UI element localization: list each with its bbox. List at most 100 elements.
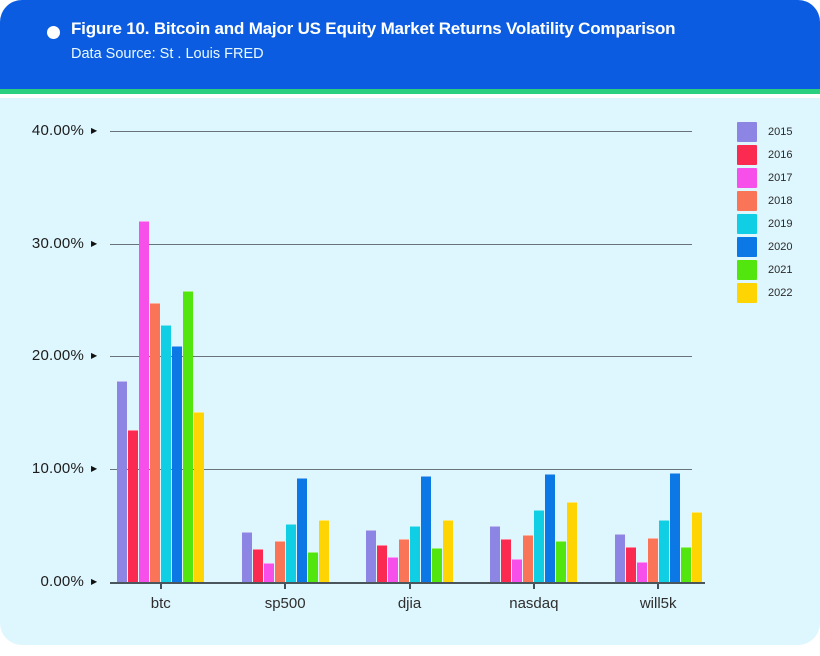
accent-divider bbox=[0, 89, 820, 94]
bar-btc-2019 bbox=[161, 324, 172, 582]
bar-will5k-2016 bbox=[625, 547, 636, 582]
bar-btc-2017 bbox=[139, 221, 150, 582]
legend-swatch-2018 bbox=[737, 191, 757, 211]
y-tick-label-40: 40.00% bbox=[31, 121, 84, 139]
category-tick-btc bbox=[159, 584, 162, 589]
legend-label-2021: 2021 bbox=[768, 264, 793, 276]
legend-label-2020: 2020 bbox=[768, 241, 793, 253]
bar-djia-2017 bbox=[388, 557, 398, 582]
bar-btc-2022 bbox=[194, 411, 205, 582]
y-tick-label-0: 0.00% bbox=[40, 573, 84, 590]
category-tick-djia bbox=[408, 584, 411, 589]
y-tick-arrow-icon: ▶ bbox=[91, 125, 98, 135]
bar-btc-2020 bbox=[172, 346, 183, 582]
legend-swatch-2015 bbox=[737, 122, 757, 142]
category-tick-will5k bbox=[657, 584, 660, 589]
legend-label-2016: 2016 bbox=[768, 149, 793, 161]
y-tick-arrow-icon: ▶ bbox=[91, 238, 98, 248]
category-tick-nasdaq bbox=[532, 584, 535, 589]
legend-item-2022: 2022 bbox=[737, 283, 792, 303]
figure-header: Figure 10. Bitcoin and Major US Equity M… bbox=[0, 0, 820, 89]
bar-btc-2015 bbox=[117, 381, 128, 582]
bar-will5k-2017 bbox=[636, 561, 647, 582]
gridline-30 bbox=[110, 243, 692, 245]
legend-swatch-2016 bbox=[737, 145, 757, 165]
data-source-subtitle: Data Source: St . Louis FRED bbox=[71, 46, 264, 62]
bar-will5k-2022 bbox=[691, 512, 702, 582]
bar-nasdaq-2021 bbox=[556, 541, 567, 582]
bar-group-nasdaq bbox=[490, 473, 578, 582]
gridline-10 bbox=[110, 469, 692, 471]
bar-group-btc bbox=[117, 221, 205, 582]
bar-nasdaq-2017 bbox=[512, 559, 523, 582]
y-tick-arrow-icon: ▶ bbox=[91, 577, 98, 586]
category-label-will5k: will5k bbox=[639, 595, 677, 612]
bar-nasdaq-2020 bbox=[545, 473, 556, 582]
bar-djia-2020 bbox=[421, 475, 431, 582]
bar-will5k-2021 bbox=[680, 547, 691, 582]
bar-sp500-2019 bbox=[285, 524, 296, 582]
bar-djia-2016 bbox=[377, 544, 387, 582]
figure-title: Figure 10. Bitcoin and Major US Equity M… bbox=[71, 19, 676, 38]
bar-sp500-2016 bbox=[252, 549, 263, 582]
legend-item-2020: 2020 bbox=[737, 237, 792, 257]
bar-will5k-2019 bbox=[658, 519, 669, 582]
category-label-nasdaq: nasdaq bbox=[509, 595, 559, 612]
legend-swatch-2022 bbox=[737, 283, 757, 303]
legend-label-2018: 2018 bbox=[768, 195, 793, 207]
legend-item-2018: 2018 bbox=[737, 191, 792, 211]
legend-item-2021: 2021 bbox=[737, 260, 792, 280]
bar-djia-2019 bbox=[410, 525, 420, 582]
gridline-20 bbox=[110, 356, 692, 358]
legend-item-2016: 2016 bbox=[737, 145, 792, 165]
bar-nasdaq-2015 bbox=[490, 525, 501, 582]
bar-djia-2018 bbox=[399, 539, 409, 582]
legend-swatch-2017 bbox=[737, 168, 757, 188]
bar-djia-2015 bbox=[366, 530, 376, 582]
y-tick-label-10: 10.00% bbox=[31, 460, 84, 478]
bar-will5k-2020 bbox=[669, 472, 680, 582]
legend-label-2017: 2017 bbox=[768, 172, 793, 184]
bar-sp500-2018 bbox=[274, 541, 285, 582]
legend-item-2015: 2015 bbox=[737, 122, 792, 142]
legend-swatch-2019 bbox=[737, 214, 757, 234]
bullet-icon bbox=[47, 26, 60, 39]
y-tick-arrow-icon: ▶ bbox=[91, 351, 98, 361]
bar-nasdaq-2019 bbox=[534, 509, 545, 582]
bar-sp500-2021 bbox=[307, 551, 318, 582]
legend-item-2017: 2017 bbox=[737, 168, 792, 188]
x-axis-line bbox=[110, 582, 705, 584]
bar-group-will5k bbox=[614, 472, 702, 582]
bar-btc-2021 bbox=[183, 290, 194, 582]
category-label-btc: btc bbox=[150, 595, 171, 612]
chart-card: 2015 2016 2017 2018 2019 2020 2021 2022 40.00% ▶… bbox=[0, 98, 820, 645]
bar-nasdaq-2018 bbox=[523, 534, 534, 582]
gridline-40 bbox=[110, 130, 692, 132]
bar-djia-2022 bbox=[443, 519, 453, 582]
legend-label-2015: 2015 bbox=[768, 126, 793, 138]
legend: 2015 2016 2017 2018 2019 2020 2021 2022 bbox=[737, 122, 792, 306]
bar-group-sp500 bbox=[241, 478, 329, 582]
y-tick-arrow-icon: ▶ bbox=[91, 464, 98, 474]
bar-nasdaq-2016 bbox=[501, 539, 512, 582]
legend-item-2019: 2019 bbox=[737, 214, 792, 234]
legend-label-2019: 2019 bbox=[768, 218, 793, 230]
legend-swatch-2021 bbox=[737, 260, 757, 280]
y-tick-label-30: 30.00% bbox=[31, 234, 84, 252]
bar-will5k-2015 bbox=[614, 533, 625, 582]
legend-label-2022: 2022 bbox=[768, 287, 793, 299]
bar-djia-2021 bbox=[432, 548, 442, 582]
bar-sp500-2022 bbox=[318, 519, 329, 582]
bar-nasdaq-2022 bbox=[567, 501, 578, 582]
category-label-djia: djia bbox=[397, 595, 422, 612]
category-tick-sp500 bbox=[284, 584, 287, 589]
bar-group-djia bbox=[366, 475, 453, 582]
legend-swatch-2020 bbox=[737, 237, 757, 257]
bar-btc-2018 bbox=[150, 303, 161, 582]
bar-sp500-2015 bbox=[241, 532, 252, 582]
y-tick-label-20: 20.00% bbox=[31, 347, 84, 365]
bar-sp500-2020 bbox=[296, 478, 307, 582]
bar-will5k-2018 bbox=[647, 538, 658, 582]
bar-sp500-2017 bbox=[263, 562, 274, 582]
